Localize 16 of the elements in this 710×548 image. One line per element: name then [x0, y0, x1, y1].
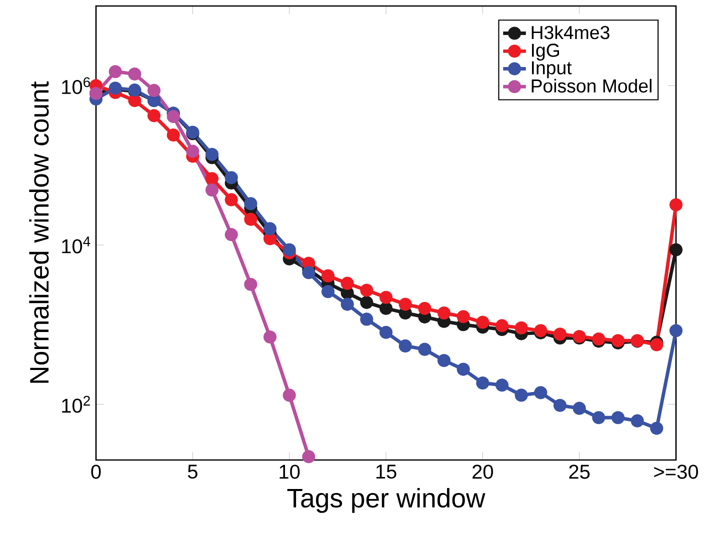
x-tick-label: 0 — [91, 464, 101, 479]
x-tick-label: 15 — [376, 464, 396, 479]
x-tick-label: 10 — [280, 464, 300, 479]
legend-label: Poisson Model — [532, 78, 652, 93]
y-tick-label: 10$^{6}$ — [62, 77, 90, 94]
legend-label: IgG — [532, 44, 559, 61]
x-axis-title: Tags per window — [287, 488, 486, 513]
x-tick-label: >=30 — [654, 464, 698, 479]
x-tick-label: 20 — [472, 464, 493, 479]
legend-label: Input — [532, 61, 572, 78]
y-tick-label: 10$^{2}$ — [62, 396, 90, 413]
legend-label: H3k4me3 — [532, 25, 610, 40]
y-axis-title: Normalized window count — [29, 81, 49, 383]
x-tick-label: 25 — [569, 464, 590, 479]
x-tick-label: 5 — [188, 464, 198, 479]
y-tick-label: 10$^{4}$ — [62, 236, 90, 254]
